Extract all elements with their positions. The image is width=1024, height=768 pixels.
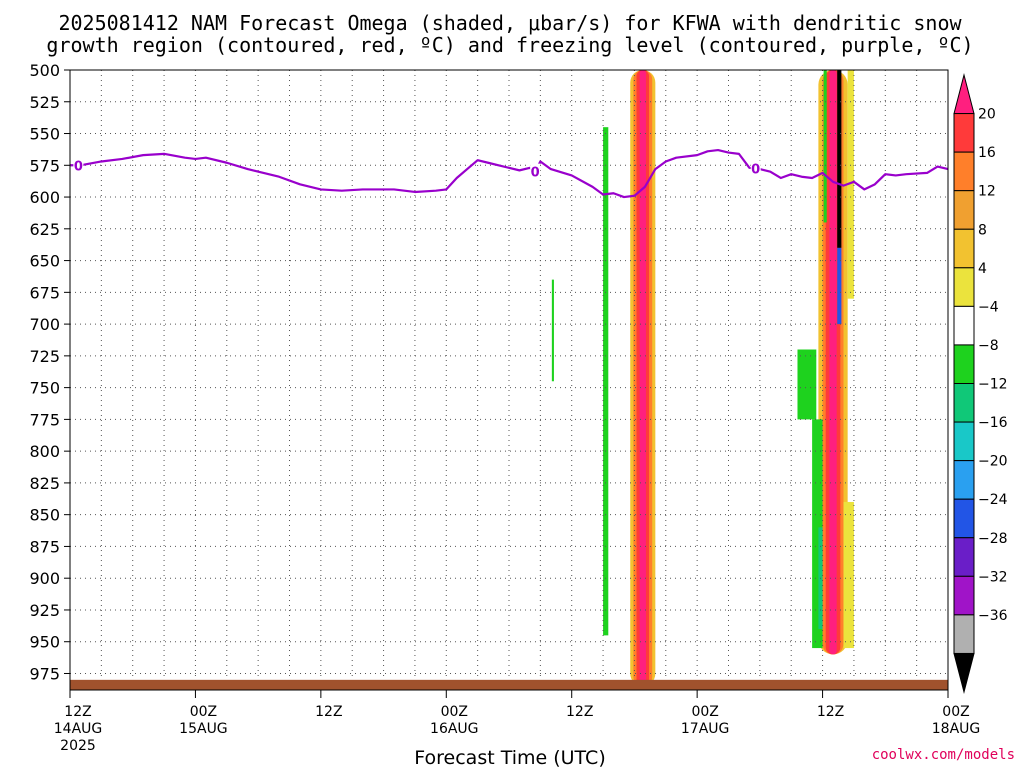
colorbar-box — [953, 421, 975, 462]
x-tick-label: 00Z — [441, 704, 468, 720]
colorbar-box — [953, 267, 975, 307]
colorbar-label: −12 — [978, 377, 1008, 393]
colorbar-box — [953, 228, 975, 269]
omega-fringe — [812, 419, 823, 649]
omega-core — [837, 247, 842, 325]
x-tick-label: 00Z — [190, 704, 217, 720]
omega-fringe — [847, 70, 854, 299]
freezing-level-label: 0 — [74, 159, 83, 174]
x-tick-label: 00Z — [942, 704, 969, 720]
x-tick-label: 15AUG — [179, 721, 228, 737]
colorbar-box — [953, 190, 975, 230]
colorbar-box — [953, 151, 975, 192]
y-tick-label: 550 — [29, 125, 60, 144]
freezing-level-label-bg — [530, 163, 541, 180]
colorbar-bottom-arrow — [953, 652, 975, 694]
freezing-level-label: 0 — [531, 166, 540, 181]
colorbar-label: −20 — [978, 454, 1008, 470]
colorbar-box — [953, 344, 975, 384]
colorbar-label: −28 — [978, 531, 1008, 547]
title-line: growth region (contoured, red, ºC) and f… — [46, 33, 973, 57]
omega-fringe — [603, 127, 609, 636]
freezing-level-label: 0 — [751, 163, 760, 178]
x-tick-label: 14AUG — [54, 721, 103, 737]
omega-plume-band — [639, 70, 646, 687]
y-tick-label: 625 — [29, 220, 60, 239]
omega-fringe — [823, 70, 827, 223]
y-tick-label: 500 — [29, 61, 60, 80]
colorbar-label: −24 — [978, 492, 1008, 508]
y-tick-label: 725 — [29, 347, 60, 366]
freezing-level-label-bg — [750, 160, 761, 177]
x-axis-label: Forecast Time (UTC) — [414, 747, 605, 768]
y-tick-label: 975 — [29, 664, 60, 683]
y-tick-label: 750 — [29, 379, 60, 398]
colorbar-box — [953, 537, 975, 577]
omega-fringe — [843, 501, 854, 649]
colorbar-label: 20 — [978, 107, 996, 123]
colorbar-label: 16 — [978, 145, 996, 161]
omega-shading — [551, 70, 854, 687]
y-tick-label: 850 — [29, 506, 60, 525]
y-tick-label: 825 — [29, 474, 60, 493]
x-tick-label: 12Z — [315, 704, 342, 720]
colorbar-box — [953, 498, 975, 539]
x-tick-label: 12Z — [64, 704, 91, 720]
y-tick-label: 800 — [29, 442, 60, 461]
credit-text: coolwx.com/models — [872, 747, 1015, 763]
colorbar-box — [953, 113, 975, 153]
colorbar-box — [953, 383, 975, 423]
y-tick-label: 900 — [29, 569, 60, 588]
x-tick-label: 16AUG — [430, 721, 479, 737]
omega-fringe — [797, 349, 817, 420]
x-tick-label: 00Z — [691, 704, 718, 720]
y-tick-label: 925 — [29, 601, 60, 620]
y-tick-label: 575 — [29, 156, 60, 175]
freezing-level-line — [70, 148, 949, 199]
x-tick-label: 18AUG — [932, 721, 981, 737]
x-tick-label: 12Z — [817, 704, 844, 720]
colorbar-label: −16 — [978, 415, 1008, 431]
colorbar-label: −36 — [978, 608, 1008, 624]
terrain-band — [70, 679, 948, 690]
omega-core — [837, 70, 842, 248]
colorbar-box — [953, 614, 975, 654]
omega-plume-band — [829, 70, 837, 655]
y-tick-label: 650 — [29, 252, 60, 271]
freezing-level-label-bg — [73, 157, 84, 174]
plot-frame — [69, 69, 949, 691]
colorbar: 20 16 12 8 4 −4 −8 −12 −16 −20 −24 −28 −32 −36 — [953, 73, 1008, 694]
terrain-fill — [70, 679, 948, 690]
colorbar-box — [953, 305, 975, 346]
x-tick-label: 17AUG — [681, 721, 730, 737]
colorbar-box — [953, 460, 975, 500]
freezing-level-contour: 0 0 0 — [70, 148, 949, 199]
colorbar-label: 4 — [978, 261, 987, 277]
colorbar-label: 12 — [978, 184, 996, 200]
title-line: 2025081412 NAM Forecast Omega (shaded, μ… — [58, 11, 962, 35]
colorbar-top-arrow — [953, 73, 975, 115]
x-tick-label: 12Z — [566, 704, 593, 720]
omega-fringe — [551, 279, 554, 382]
colorbar-box — [953, 575, 975, 616]
chart-title: 2025081412 NAM Forecast Omega (shaded, μ… — [46, 11, 973, 57]
y-axis: 500 525 550 575 600 625 650 675 700 725 750 775 800 8… — [29, 61, 949, 691]
y-tick-label: 675 — [29, 283, 60, 302]
colorbar-label: 8 — [978, 222, 987, 238]
y-tick-label: 775 — [29, 410, 60, 429]
y-tick-label: 600 — [29, 188, 60, 207]
colorbar-label: −32 — [978, 569, 1008, 585]
y-tick-label: 950 — [29, 633, 60, 652]
y-tick-label: 700 — [29, 315, 60, 334]
y-tick-label: 875 — [29, 537, 60, 556]
colorbar-label: −8 — [978, 338, 999, 354]
y-tick-label: 525 — [29, 93, 60, 112]
x-tick-label: 2025 — [60, 738, 96, 754]
colorbar-label: −4 — [978, 299, 999, 315]
